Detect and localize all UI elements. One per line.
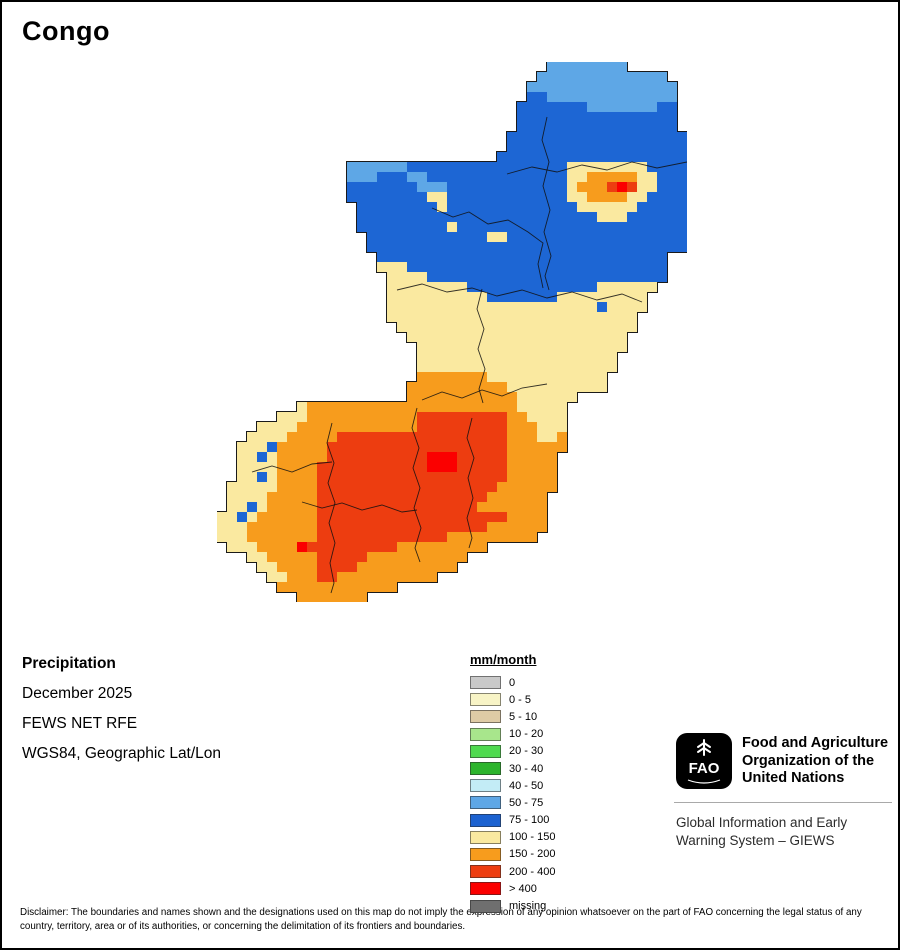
admin-boundary-line [396, 283, 643, 303]
legend-swatch [470, 830, 501, 844]
legend-row: 50 - 75 [470, 794, 555, 811]
legend-label: 0 - 5 [509, 693, 532, 706]
legend-label: missing [509, 900, 547, 913]
org-name-line: United Nations [742, 770, 845, 786]
legend-swatch [470, 693, 501, 707]
legend-row: 100 - 150 [470, 829, 555, 846]
page-title: Congo [22, 16, 110, 46]
legend-row: > 400 [470, 880, 555, 897]
org-name: Food and Agriculture Organization of the… [742, 735, 888, 788]
legend-swatch [470, 779, 501, 793]
legend-row: 20 - 30 [470, 743, 555, 760]
giews-label: Global Information and Early Warning Sys… [676, 814, 847, 849]
legend-swatch [470, 899, 501, 913]
admin-boundary-line [251, 461, 333, 473]
legend-label: 20 - 30 [509, 745, 544, 758]
org-name-line: Food and Agriculture [742, 735, 889, 751]
admin-boundary-line [476, 288, 486, 404]
org-divider [674, 802, 892, 803]
legend-row: 0 [470, 674, 555, 691]
admin-boundary-line [411, 407, 422, 563]
org-name-line: Organization of the [742, 752, 875, 769]
legend-swatch [470, 865, 501, 879]
legend-swatch [470, 796, 501, 810]
legend-swatch [470, 847, 501, 861]
map-info-block: Precipitation December 2025 FEWS NET RFE… [22, 655, 221, 775]
legend-row: 150 - 200 [470, 846, 555, 863]
legend-swatch [470, 676, 501, 690]
legend-swatch [470, 744, 501, 758]
legend-label: 50 - 75 [509, 796, 544, 809]
legend-label: 5 - 10 [509, 710, 538, 723]
legend-row: missing [470, 897, 555, 914]
admin-boundary-line [541, 116, 552, 291]
admin-boundary-line [301, 501, 418, 513]
giews-line: Warning System – GIEWS [676, 832, 835, 848]
legend-label: 200 - 400 [509, 865, 556, 878]
legend-row: 75 - 100 [470, 812, 555, 829]
info-date: December 2025 [22, 685, 133, 702]
precipitation-map [217, 62, 687, 602]
legend-row: 200 - 400 [470, 863, 555, 880]
legend: mm/month 0 0 - 5 5 - 10 10 - 20 20 - 30 30 - … [470, 652, 555, 915]
admin-boundary-line [326, 422, 336, 594]
admin-boundary-line [506, 161, 687, 175]
disclaimer-text: Disclaimer: The boundaries and names sho… [20, 907, 862, 932]
legend-row: 40 - 50 [470, 777, 555, 794]
info-projection: WGS84, Geographic Lat/Lon [22, 745, 222, 762]
info-precipitation-label: Precipitation [22, 655, 116, 672]
wheat-icon [697, 739, 711, 756]
legend-swatch [470, 710, 501, 724]
legend-label: 0 [509, 676, 516, 689]
legend-row: 10 - 20 [470, 726, 555, 743]
admin-boundary-line [431, 207, 544, 289]
admin-boundary-line [466, 417, 475, 549]
legend-swatch [470, 882, 501, 896]
legend-swatch [470, 762, 501, 776]
legend-swatch [470, 813, 501, 827]
legend-label: 150 - 200 [509, 848, 556, 861]
legend-row: 5 - 10 [470, 708, 555, 725]
legend-row: 0 - 5 [470, 691, 555, 708]
legend-title: mm/month [470, 652, 537, 667]
legend-label: 100 - 150 [509, 831, 556, 844]
legend-row: 30 - 40 [470, 760, 555, 777]
legend-label: 75 - 100 [509, 814, 550, 827]
legend-entries: 0 0 - 5 5 - 10 10 - 20 20 - 30 30 - 40 40 - 50… [470, 674, 555, 915]
legend-label: 30 - 40 [509, 762, 544, 775]
admin-boundary-line [421, 383, 548, 401]
legend-swatch [470, 727, 501, 741]
fao-logo: FAO [676, 733, 732, 789]
legend-label: 40 - 50 [509, 779, 544, 792]
giews-line: Global Information and Early [676, 815, 848, 830]
fao-logo-text: FAO [689, 760, 720, 777]
legend-label: 10 - 20 [509, 728, 544, 741]
legend-label: > 400 [509, 882, 537, 895]
info-source: FEWS NET RFE [22, 715, 138, 732]
